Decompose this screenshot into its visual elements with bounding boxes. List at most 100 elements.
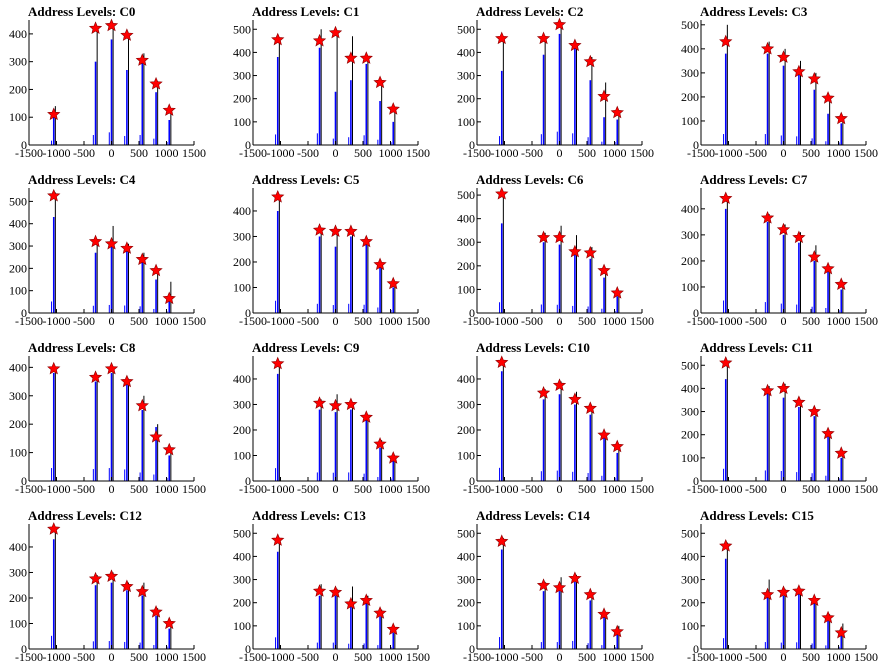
y-tick-label: 200: [233, 596, 251, 610]
chart-svg: -1500 -1000 -500 0 500 1000 1500 0 100 200 300 400 5…: [457, 186, 654, 328]
x-tick-label: 500: [354, 314, 372, 328]
peak-marker: [583, 245, 597, 259]
y-tick-label: 300: [457, 397, 475, 411]
x-tick-label: 500: [802, 146, 820, 160]
y-tick-label: 400: [9, 217, 27, 231]
x-tick-label: -1000: [715, 650, 743, 664]
y-tick-label: 400: [457, 212, 475, 226]
x-tick-label: 0: [333, 146, 339, 160]
y-tick-label: 0: [245, 306, 251, 320]
y-tick-label: 400: [9, 360, 27, 374]
x-tick-label: 500: [578, 482, 596, 496]
y-tick-label: 300: [233, 69, 251, 83]
y-tick-label: 300: [681, 66, 699, 80]
x-tick-label: -1500: [463, 650, 491, 664]
chart-title: Address Levels: C3: [700, 4, 808, 19]
x-tick-label: -1500: [15, 314, 43, 328]
x-tick-label: -1000: [715, 314, 743, 328]
x-tick-label: -500: [297, 314, 319, 328]
chart-panel: Address Levels: C7 -1500 -1000 -500 0 500 1000…: [672, 168, 896, 336]
y-tick-label: 0: [245, 642, 251, 656]
peak-marker: [719, 539, 733, 552]
peak-marker: [359, 51, 373, 64]
x-tick-label: 1000: [155, 314, 179, 328]
y-tick-label: 0: [245, 474, 251, 488]
x-tick-label: -500: [521, 482, 543, 496]
peak-marker: [792, 64, 806, 78]
y-tick-label: 100: [457, 115, 475, 129]
x-tick-label: 0: [333, 482, 339, 496]
peak-marker: [776, 50, 791, 63]
y-tick-label: 500: [233, 526, 251, 540]
x-tick-label: 1500: [630, 314, 654, 328]
peak-marker: [583, 54, 597, 68]
x-tick-label: -1500: [687, 314, 715, 328]
y-tick-label: 100: [233, 280, 251, 294]
y-tick-label: 200: [681, 90, 699, 104]
chart-title: Address Levels: C0: [28, 4, 136, 19]
chart-title: Address Levels: C11: [700, 340, 814, 355]
peak-marker: [807, 250, 821, 263]
y-tick-label: 400: [457, 372, 475, 386]
y-tick-label: 400: [233, 372, 251, 386]
peak-marker: [568, 571, 582, 585]
chart-title: Address Levels: C13: [252, 508, 366, 523]
x-tick-label: -1000: [267, 482, 295, 496]
x-tick-label: 1500: [854, 650, 878, 664]
y-tick-label: 200: [233, 92, 251, 106]
chart-panel: Address Levels: C12 -1500 -1000 -500 0 500 100…: [0, 504, 224, 672]
peak-marker: [760, 587, 775, 601]
y-tick-label: 0: [21, 474, 27, 488]
peak-marker: [568, 244, 582, 258]
x-tick-label: -500: [745, 482, 767, 496]
peak-marker: [104, 18, 119, 32]
x-tick-label: 1500: [182, 650, 206, 664]
peak-marker: [386, 276, 400, 290]
chart-title: Address Levels: C5: [252, 172, 360, 187]
x-tick-label: -1000: [491, 314, 519, 328]
y-tick-label: 400: [681, 381, 699, 395]
x-tick-label: 1500: [182, 146, 206, 160]
x-tick-label: -500: [745, 314, 767, 328]
chart-svg: -1500 -1000 -500 0 500 1000 1500 0 100 200 300 400: [457, 355, 654, 496]
chart-panel: Address Levels: C14 -1500 -1000 -500 0 500 100…: [448, 504, 672, 672]
x-tick-label: 0: [557, 146, 563, 160]
x-tick-label: 500: [354, 146, 372, 160]
peak-marker: [162, 291, 176, 305]
y-tick-label: 500: [681, 18, 699, 32]
chart-svg: -1500 -1000 -500 0 500 1000 1500 0 100 200 300 400 5…: [457, 17, 654, 160]
x-tick-label: 1500: [406, 650, 430, 664]
peak-marker: [312, 396, 327, 409]
x-tick-label: 1500: [854, 314, 878, 328]
y-tick-label: 400: [681, 549, 699, 563]
y-tick-label: 0: [469, 642, 475, 656]
peak-marker: [552, 378, 567, 391]
peak-marker: [47, 522, 61, 535]
x-tick-label: 1500: [406, 314, 430, 328]
peak-marker: [162, 103, 176, 116]
y-tick-label: 0: [693, 306, 699, 320]
x-tick-label: 1000: [155, 146, 179, 160]
y-tick-label: 200: [457, 259, 475, 273]
peak-marker: [807, 593, 821, 607]
peak-marker: [344, 51, 358, 64]
y-tick-label: 300: [9, 55, 27, 69]
peak-marker: [47, 361, 61, 375]
peak-marker: [568, 392, 582, 406]
peak-marker: [760, 210, 775, 224]
y-tick-label: 300: [233, 229, 251, 243]
x-tick-label: -1000: [491, 482, 519, 496]
peak-marker: [312, 33, 327, 47]
peak-marker: [88, 571, 103, 585]
y-tick-label: 0: [693, 138, 699, 152]
peak-marker: [135, 398, 149, 412]
chart-svg: -1500 -1000 -500 0 500 1000 1500 0 100 200 300 400: [9, 522, 206, 664]
chart-svg: -1500 -1000 -500 0 500 1000 1500 0 100 200 300 400 5…: [681, 355, 878, 496]
peak-marker: [821, 91, 835, 104]
chart-svg: -1500 -1000 -500 0 500 1000 1500 0 100 200 300 400 5…: [457, 524, 654, 664]
peak-marker: [792, 584, 806, 597]
y-tick-label: 300: [9, 389, 27, 403]
peak-marker: [344, 397, 358, 411]
peak-marker: [583, 401, 597, 414]
